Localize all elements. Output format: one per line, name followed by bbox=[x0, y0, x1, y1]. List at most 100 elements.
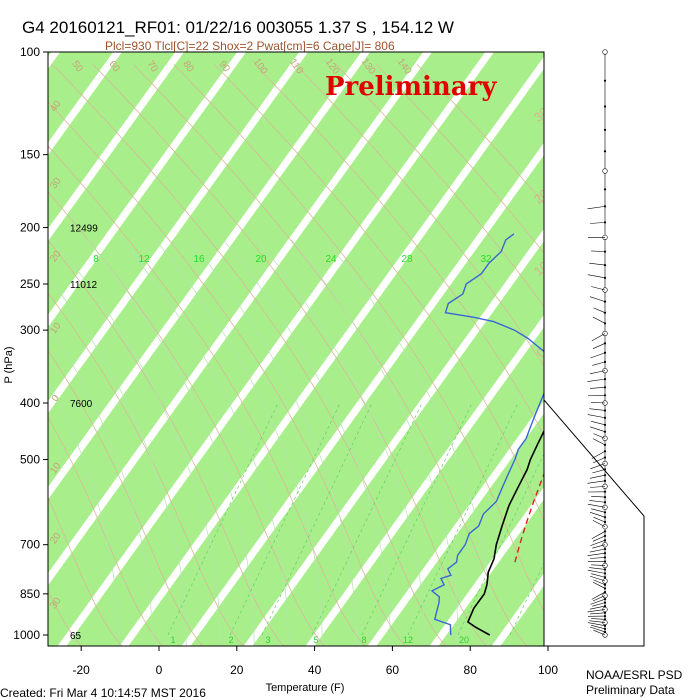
x-tick-label: -20 bbox=[73, 663, 91, 677]
moist-adiabat bbox=[291, 239, 459, 646]
wind-barb bbox=[587, 480, 606, 484]
isotherm-band bbox=[48, 52, 176, 229]
wind-barb bbox=[590, 540, 606, 546]
wind-barb bbox=[589, 262, 606, 266]
wind-barb bbox=[593, 307, 606, 313]
wind-barb bbox=[589, 474, 606, 479]
mixing-ratio-label: 12 bbox=[138, 254, 150, 265]
isotherm-band bbox=[190, 154, 544, 646]
isotherm-band bbox=[252, 241, 544, 646]
theta-label: 0 bbox=[534, 344, 549, 360]
theta-label: 30 bbox=[617, 476, 638, 497]
wind-station-circle bbox=[602, 49, 608, 55]
mixing-ratio-line bbox=[261, 402, 373, 636]
mixing-ratio-label: 8 bbox=[361, 635, 366, 645]
mixing-ratio-line bbox=[229, 402, 341, 636]
isotherm-band bbox=[680, 32, 700, 655]
wind-barb bbox=[592, 469, 606, 474]
moist-adiabat bbox=[48, 323, 153, 646]
wind-barb bbox=[592, 544, 606, 549]
dry-adiabat bbox=[52, 64, 447, 646]
mixing-ratio-label: 2 bbox=[228, 635, 233, 645]
chart-title: G4 20160121_RF01: 01/22/16 003055 1.37 S… bbox=[22, 18, 454, 37]
height-label: 7600 bbox=[70, 399, 93, 410]
mixing-ratio-line bbox=[361, 402, 473, 636]
wind-barb bbox=[590, 296, 606, 302]
moist-adiabat bbox=[121, 239, 289, 646]
x-tick-label: 20 bbox=[230, 663, 244, 677]
isotherm-band bbox=[618, 32, 700, 655]
dry-adiabat bbox=[48, 349, 204, 646]
wind-barb bbox=[589, 567, 606, 570]
wind-barb bbox=[589, 370, 606, 375]
mixing-ratio-line bbox=[407, 402, 519, 636]
mixing-ratio-label: 32 bbox=[480, 254, 492, 265]
moist-adiabat bbox=[155, 239, 323, 646]
wind-station-dot bbox=[603, 105, 607, 108]
y-tick-label: 700 bbox=[20, 538, 40, 552]
y-axis-label: P (hPa) bbox=[3, 346, 15, 383]
wind-barb bbox=[590, 426, 606, 432]
wind-barb bbox=[591, 591, 606, 600]
wind-barb bbox=[587, 206, 606, 210]
wind-barb bbox=[592, 520, 606, 527]
y-tick-label: 400 bbox=[20, 396, 40, 410]
wind-barb bbox=[590, 387, 606, 389]
dry-adiabat bbox=[48, 496, 123, 646]
dry-adiabat bbox=[254, 64, 544, 437]
footer-created: Created: Fri Mar 4 10:14:57 MST 2016 bbox=[0, 686, 206, 700]
isotherm-band bbox=[48, 52, 52, 57]
x-axis-label: Temperature (F) bbox=[266, 682, 345, 694]
wind-barb bbox=[589, 620, 606, 623]
wind-station-circle bbox=[602, 168, 608, 174]
dry-adiabat bbox=[48, 589, 82, 646]
mixing-ratio-label: 16 bbox=[193, 254, 205, 265]
wind-barb bbox=[591, 496, 606, 498]
wind-barb bbox=[590, 222, 606, 224]
wind-barb bbox=[590, 575, 606, 582]
dry-adiabat bbox=[48, 239, 285, 646]
mixing-ratio-label: 20 bbox=[255, 254, 267, 265]
wind-barb bbox=[592, 457, 606, 464]
wind-barb bbox=[589, 605, 606, 610]
height-labels: 12499 11012 7600 65 bbox=[70, 224, 98, 642]
wind-barb bbox=[591, 286, 606, 291]
wind-barb bbox=[591, 531, 606, 539]
wind-station-dot bbox=[603, 128, 607, 131]
footer-noaa: NOAA/ESRL PSD bbox=[586, 668, 683, 682]
dry-adiabat bbox=[335, 64, 544, 308]
wind-barb bbox=[591, 402, 606, 404]
wind-barb bbox=[593, 433, 606, 439]
mixing-ratio-line bbox=[509, 562, 544, 636]
isotherm-band bbox=[376, 413, 544, 646]
wind-barb bbox=[587, 274, 606, 279]
isotherm-band bbox=[314, 327, 544, 646]
isotherm-band bbox=[48, 52, 486, 646]
isotherm-band bbox=[48, 52, 300, 401]
x-tick-label: 40 bbox=[308, 663, 322, 677]
dry-adiabat bbox=[48, 416, 163, 646]
y-tick-label: 500 bbox=[20, 452, 40, 466]
wind-station-dot bbox=[603, 150, 607, 153]
theta-label: 0 bbox=[50, 393, 62, 404]
height-label: 12499 bbox=[70, 224, 98, 235]
y-tick-label: 850 bbox=[20, 587, 40, 601]
mixing-ratio-label: 8 bbox=[93, 254, 99, 265]
wind-barb bbox=[592, 438, 606, 446]
wind-barb bbox=[593, 629, 606, 636]
wind-barb bbox=[590, 557, 606, 559]
chart-subtitle: Plcl=930 Tlcl[C]=22 Shox=2 Pwat[cm]=6 Ca… bbox=[105, 39, 395, 53]
wind-barb bbox=[591, 333, 606, 342]
wind-barb bbox=[592, 581, 606, 589]
height-label: 11012 bbox=[70, 280, 98, 291]
moist-adiabat bbox=[189, 239, 357, 646]
wind-barb bbox=[587, 622, 606, 627]
mixing-ratio-label: 3 bbox=[265, 635, 270, 645]
isotherm-band bbox=[48, 52, 362, 488]
wind-barb-panel bbox=[543, 49, 645, 647]
wind-barb bbox=[590, 612, 606, 615]
wind-station-dot bbox=[603, 572, 607, 575]
mixing-ratio-label: 28 bbox=[401, 254, 413, 265]
isotherm-band bbox=[0, 32, 4, 655]
